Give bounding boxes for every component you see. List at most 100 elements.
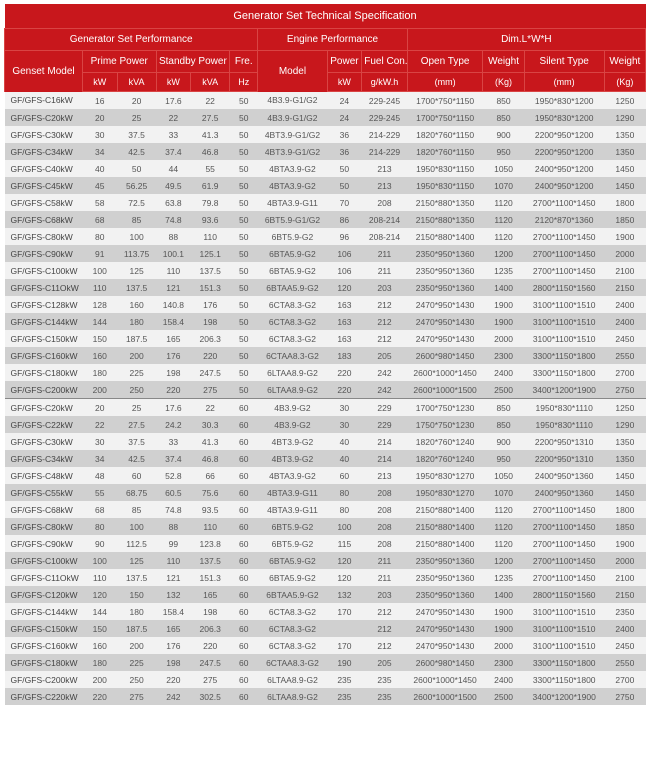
table-row: GF/GFS-C58kW5872.563.879.8504BTA3.9-G117…	[5, 194, 646, 211]
cell-value: 2300	[483, 347, 524, 364]
group-engine: Engine Performance	[258, 29, 407, 51]
cell-value: 220	[82, 688, 117, 705]
cell-value: 113.75	[117, 245, 156, 262]
cell-value: 2400*950*1360	[524, 484, 604, 501]
cell-value: 110	[191, 518, 230, 535]
cell-value: 1900	[483, 620, 524, 637]
cell-value: 50	[230, 296, 258, 313]
cell-value: 17.6	[156, 399, 191, 417]
cell-value: 1700*750*1150	[407, 109, 483, 126]
cell-value: 80	[327, 501, 362, 518]
cell-value: 6CTA8.3-G2	[258, 620, 327, 637]
cell-value: 125	[117, 262, 156, 279]
cell-value: 4BTA3.9-G2	[258, 177, 327, 194]
cell-value: 950	[483, 143, 524, 160]
cell-value: 1900	[483, 603, 524, 620]
cell-value: 187.5	[117, 620, 156, 637]
cell-value: 20	[82, 109, 117, 126]
cell-value: 198	[156, 364, 191, 381]
cell-value: 6BTA5.9-G2	[258, 552, 327, 569]
cell-value: 208	[362, 484, 407, 501]
cell-model: GF/GFS-C128kW	[5, 296, 83, 313]
cell-value: 60	[230, 569, 258, 586]
cell-value: 86	[327, 211, 362, 228]
cell-value: 1820*760*1150	[407, 126, 483, 143]
cell-value: 213	[362, 160, 407, 177]
cell-value: 132	[156, 586, 191, 603]
cell-model: GF/GFS-C20kW	[5, 399, 83, 417]
cell-value: 120	[82, 586, 117, 603]
cell-value: 88	[156, 518, 191, 535]
cell-value: 2470*950*1430	[407, 313, 483, 330]
cell-model: GF/GFS-C22kW	[5, 416, 83, 433]
cell-value: 2600*1000*1450	[407, 671, 483, 688]
cell-value: 2400	[483, 364, 524, 381]
cell-model: GF/GFS-C80kW	[5, 228, 83, 245]
cell-model: GF/GFS-C11OkW	[5, 569, 83, 586]
cell-value: 4BT3.9-G2	[258, 433, 327, 450]
cell-value: 229-245	[362, 92, 407, 110]
cell-value: 6CTAA8.3-G2	[258, 347, 327, 364]
cell-value: 60	[230, 518, 258, 535]
cell-value: 211	[362, 245, 407, 262]
cell-value: 6BTAA5.9-G2	[258, 586, 327, 603]
cell-value: 183	[327, 347, 362, 364]
cell-model: GF/GFS-C200kW	[5, 381, 83, 399]
cell-value: 212	[362, 330, 407, 347]
cell-value: 180	[82, 364, 117, 381]
cell-value: 1450	[604, 177, 645, 194]
cell-value: 121	[156, 279, 191, 296]
cell-value: 2150*880*1350	[407, 211, 483, 228]
cell-value: 150	[82, 620, 117, 637]
cell-value: 4BT3.9-G1/G2	[258, 126, 327, 143]
cell-value: 247.5	[191, 364, 230, 381]
cell-value: 34	[82, 143, 117, 160]
cell-value: 1950*830*1150	[407, 177, 483, 194]
table-row: GF/GFS-C144kW144180158.4198506CTA8.3-G21…	[5, 313, 646, 330]
col-fuel: Fuel Con.	[362, 51, 407, 73]
cell-value: 1950*830*1150	[407, 160, 483, 177]
cell-value: 37.4	[156, 450, 191, 467]
cell-value: 50	[117, 160, 156, 177]
cell-value: 99	[156, 535, 191, 552]
cell-value: 137.5	[191, 262, 230, 279]
cell-value: 74.8	[156, 211, 191, 228]
cell-value: 203	[362, 586, 407, 603]
cell-value: 3100*1100*1510	[524, 296, 604, 313]
cell-value: 211	[362, 262, 407, 279]
cell-value: 2600*980*1450	[407, 654, 483, 671]
cell-value: 50	[230, 211, 258, 228]
cell-value: 200	[82, 671, 117, 688]
cell-value: 2550	[604, 654, 645, 671]
cell-value: 250	[117, 381, 156, 399]
cell-value: 200	[82, 381, 117, 399]
cell-value: 6LTAA8.9-G2	[258, 671, 327, 688]
group-dim: Dim.L*W*H	[407, 29, 645, 51]
cell-value: 151.3	[191, 279, 230, 296]
cell-value: 2100	[604, 569, 645, 586]
cell-value: 2200*950*1200	[524, 126, 604, 143]
table-row: GF/GFS-C150kW150187.5165206.3506CTA8.3-G…	[5, 330, 646, 347]
cell-value: 2350*950*1360	[407, 569, 483, 586]
cell-value: 212	[362, 637, 407, 654]
cell-value: 100.1	[156, 245, 191, 262]
cell-value: 2350	[604, 603, 645, 620]
cell-value: 17.6	[156, 92, 191, 110]
cell-value: 1900	[483, 296, 524, 313]
col-model: Genset Model	[5, 51, 83, 92]
cell-value: 2600*1000*1500	[407, 381, 483, 399]
cell-value: 214	[362, 433, 407, 450]
cell-value: 198	[156, 654, 191, 671]
cell-value: 1950*830*1200	[524, 109, 604, 126]
cell-value: 2000	[483, 637, 524, 654]
cell-value: 68	[82, 501, 117, 518]
cell-value: 2350*950*1360	[407, 552, 483, 569]
col-weight2: Weight	[604, 51, 645, 73]
cell-value: 52.8	[156, 467, 191, 484]
cell-model: GF/GFS-C90kW	[5, 245, 83, 262]
cell-value: 46.8	[191, 143, 230, 160]
cell-value: 150	[117, 586, 156, 603]
cell-value: 2400	[483, 671, 524, 688]
cell-value: 137.5	[117, 569, 156, 586]
cell-value: 144	[82, 603, 117, 620]
